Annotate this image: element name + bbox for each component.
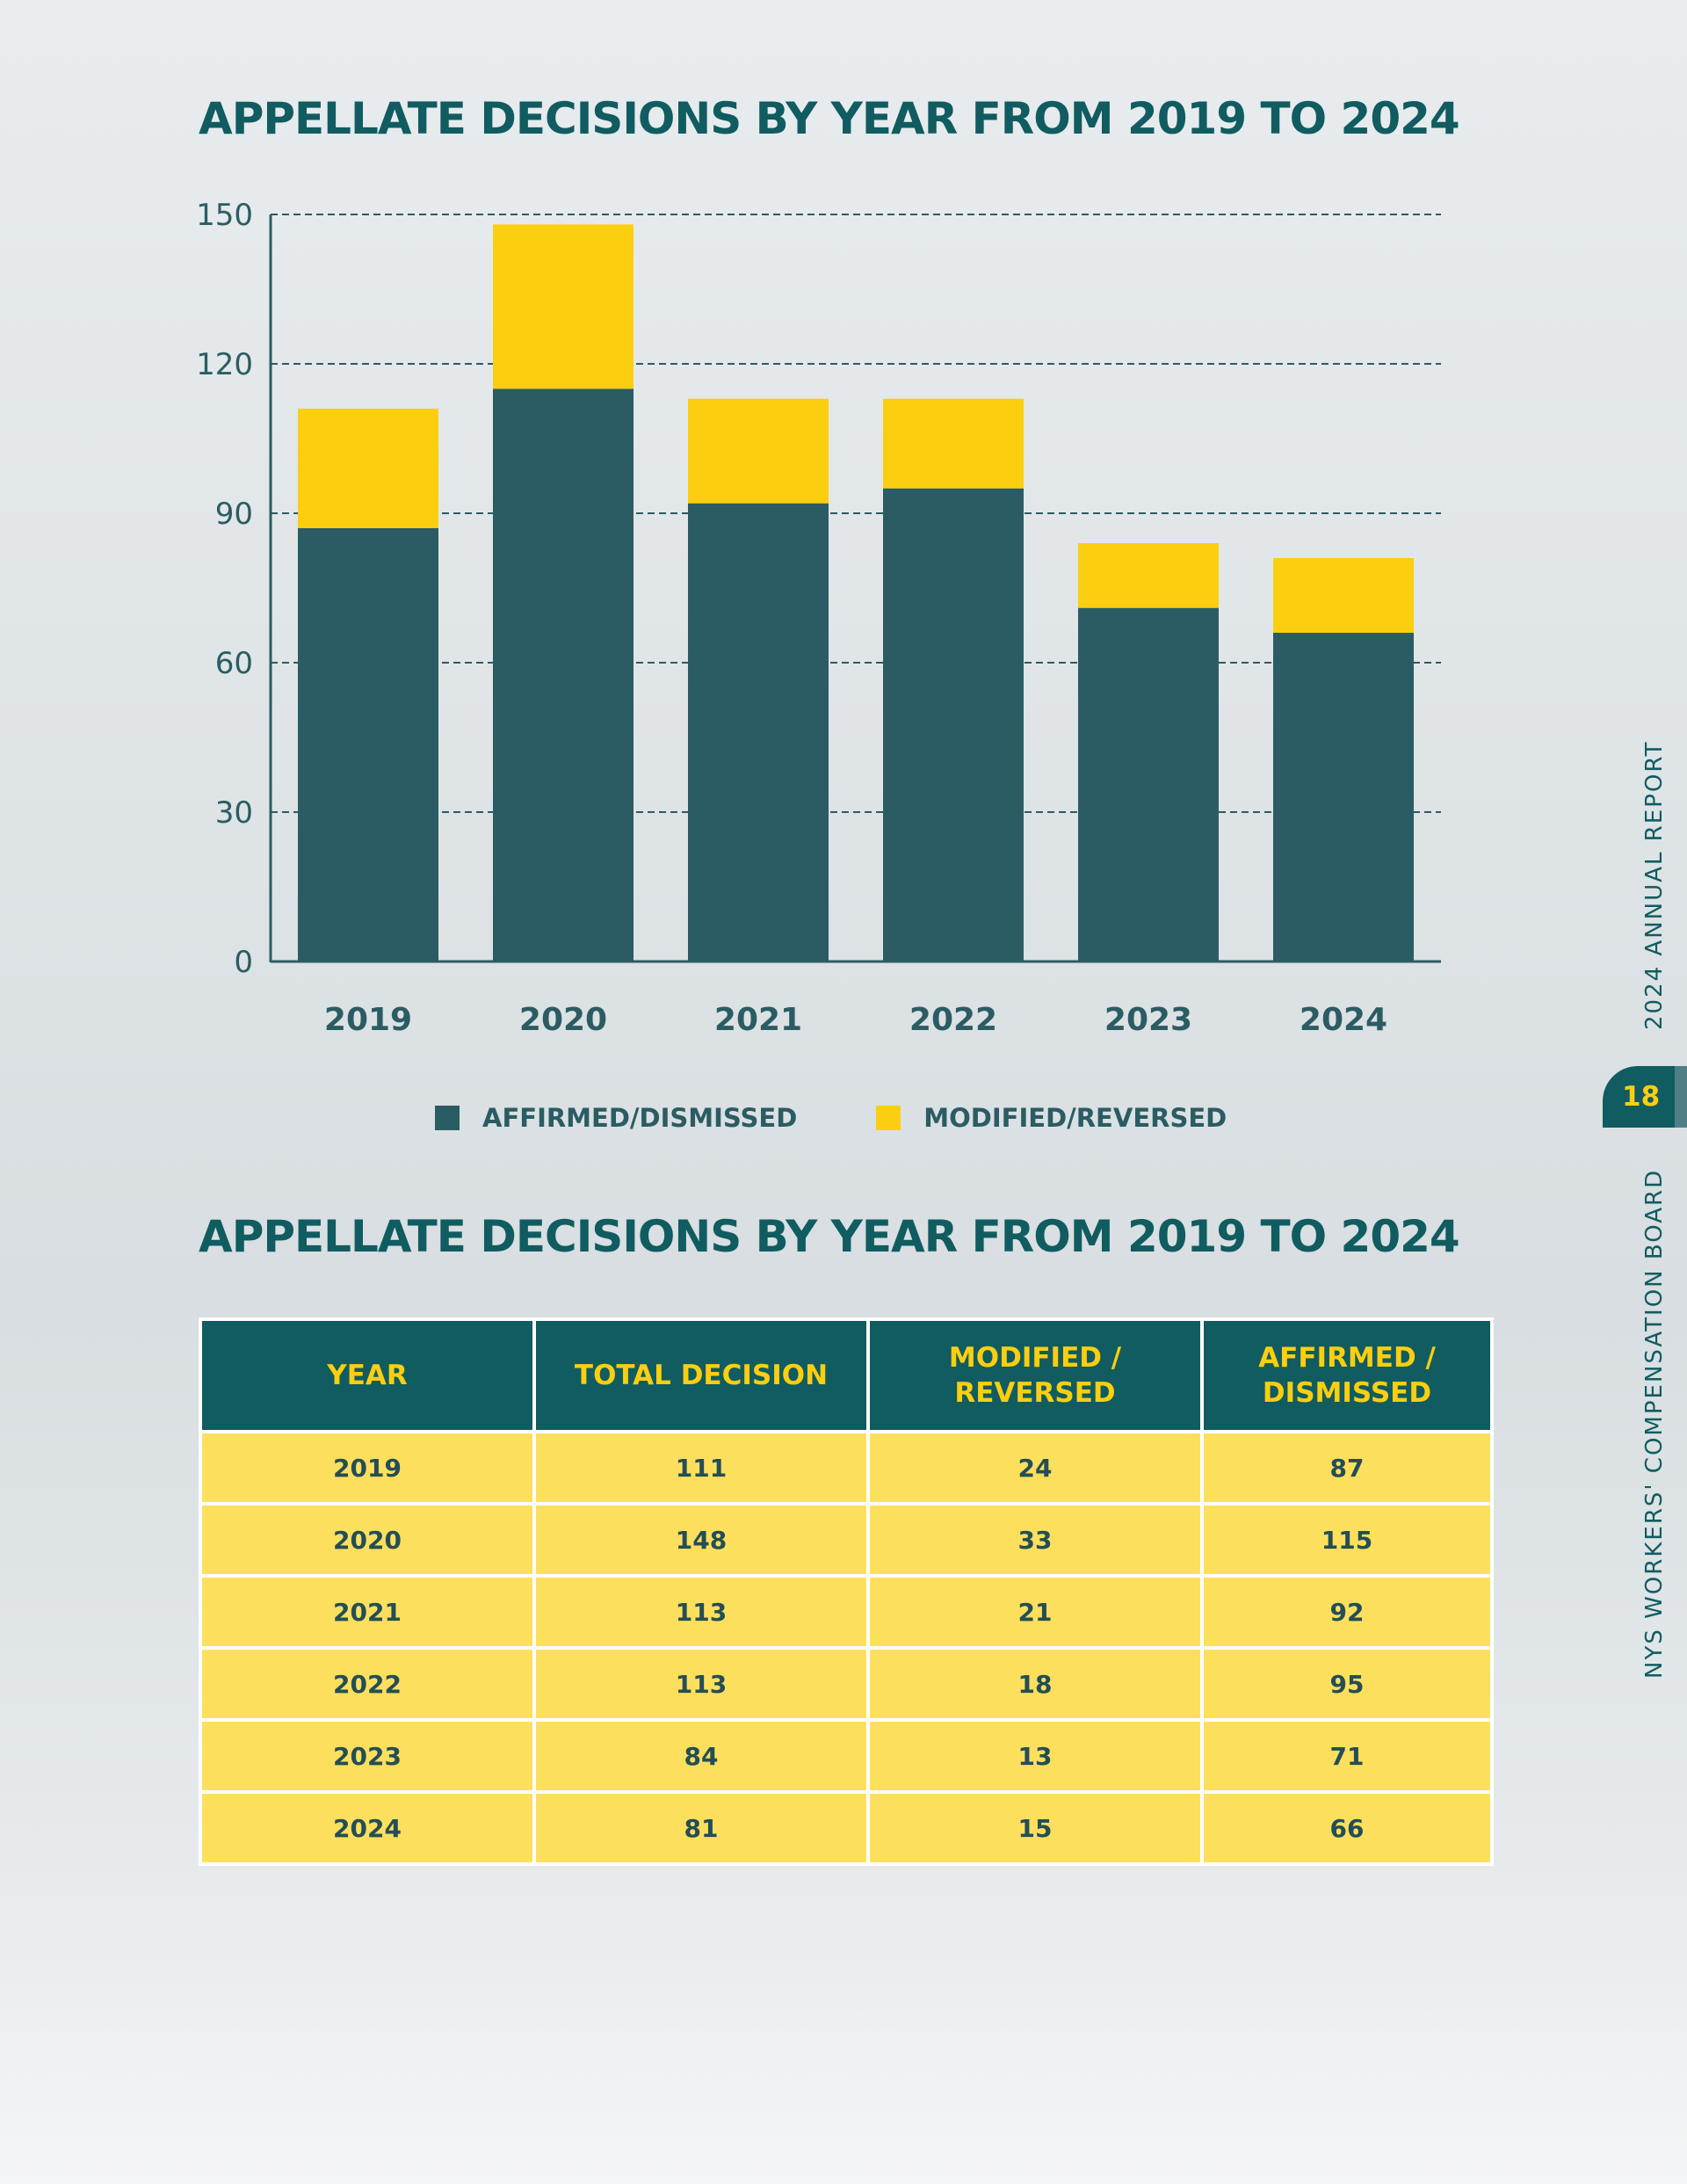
axes — [269, 214, 1441, 963]
organization-label: NYS WORKERS' COMPENSATION BOARD — [1641, 1168, 1668, 1679]
bar-2022-modified — [883, 398, 1024, 489]
bar-2020-modified — [493, 224, 634, 389]
cell-modified: 13 — [866, 1718, 1204, 1794]
cell-year: 2020 — [199, 1502, 536, 1578]
bar-2019-affirmed — [298, 528, 438, 961]
y-tick-label: 60 — [215, 646, 253, 681]
cell-modified: 15 — [866, 1790, 1204, 1866]
chart-title: APPELLATE DECISIONS BY YEAR FROM 2019 TO… — [199, 93, 1460, 144]
bars — [298, 224, 1414, 961]
cell-modified: 24 — [866, 1430, 1204, 1506]
cell-total: 113 — [532, 1574, 870, 1650]
bar-2021-affirmed — [688, 503, 829, 961]
legend-swatch-modified — [876, 1106, 901, 1130]
cell-year: 2021 — [199, 1574, 536, 1650]
y-tick-label: 90 — [215, 497, 253, 532]
legend-label-modified: MODIFIED/REVERSED — [923, 1103, 1227, 1133]
table-row: 2021 113 21 92 — [199, 1574, 1494, 1650]
cell-affirmed: 87 — [1200, 1430, 1494, 1506]
cell-total: 113 — [532, 1646, 870, 1722]
page-number-tab: 18 — [1603, 1066, 1687, 1128]
x-tick-label: 2022 — [909, 1002, 997, 1038]
header-total: TOTAL DECISION — [532, 1317, 870, 1433]
header-total-label: TOTAL DECISION — [574, 1360, 829, 1391]
table-header-row: YEAR TOTAL DECISION MODIFIED / REVERSED … — [199, 1317, 1494, 1433]
bar-2019-modified — [298, 409, 438, 528]
cell-affirmed: 66 — [1200, 1790, 1494, 1866]
legend-swatch-affirmed — [435, 1106, 460, 1130]
stacked-bar-chart: 0 30 60 90 120 150 2019 2020 2021 2022 2023 2024 — [196, 198, 1441, 1038]
legend-item-modified: MODIFIED/REVERSED — [876, 1103, 1227, 1133]
table-row: 2020 148 33 115 — [199, 1502, 1494, 1578]
bar-2020-affirmed — [493, 388, 634, 961]
cell-total: 148 — [532, 1502, 870, 1578]
header-modified-line1: MODIFIED / — [948, 1342, 1122, 1374]
bar-2023-affirmed — [1078, 607, 1219, 961]
x-tick-label: 2024 — [1300, 1002, 1387, 1038]
cell-modified: 21 — [866, 1574, 1204, 1650]
header-year-label: YEAR — [327, 1360, 408, 1391]
table-row: 2023 84 13 71 — [199, 1718, 1494, 1794]
bar-2024-modified — [1273, 558, 1414, 633]
bar-2021-modified — [688, 398, 829, 504]
cell-total: 81 — [532, 1790, 870, 1866]
cell-affirmed: 92 — [1200, 1574, 1494, 1650]
decisions-table: YEAR TOTAL DECISION MODIFIED / REVERSED … — [199, 1317, 1494, 1866]
legend-label-affirmed: AFFIRMED/DISMISSED — [482, 1103, 798, 1133]
x-tick-labels: 2019 2020 2021 2022 2023 2024 — [324, 1002, 1387, 1038]
cell-affirmed: 71 — [1200, 1718, 1494, 1794]
x-tick-label: 2023 — [1104, 1002, 1192, 1038]
table-row: 2024 81 15 66 — [199, 1790, 1494, 1866]
cell-year: 2019 — [199, 1430, 536, 1506]
header-year: YEAR — [199, 1317, 536, 1433]
grid-lines — [271, 214, 1441, 813]
table-title: APPELLATE DECISIONS BY YEAR FROM 2019 TO… — [199, 1211, 1460, 1262]
bar-2023-modified — [1078, 543, 1219, 608]
annual-report-label: 2024 ANNUAL REPORT — [1641, 740, 1668, 1030]
cell-year: 2024 — [199, 1790, 536, 1866]
x-tick-label: 2019 — [324, 1002, 412, 1038]
header-modified-line2: REVERSED — [954, 1377, 1116, 1409]
chart-legend: AFFIRMED/DISMISSED MODIFIED/REVERSED — [435, 1103, 1227, 1133]
legend-item-affirmed: AFFIRMED/DISMISSED — [435, 1103, 797, 1133]
y-tick-labels: 0 30 60 90 120 150 — [196, 198, 253, 980]
header-modified: MODIFIED / REVERSED — [866, 1317, 1204, 1433]
page-number: 18 — [1622, 1081, 1661, 1113]
y-tick-label: 30 — [215, 795, 253, 831]
cell-affirmed: 95 — [1200, 1646, 1494, 1722]
table-row: 2022 113 18 95 — [199, 1646, 1494, 1722]
y-tick-label: 0 — [234, 945, 253, 980]
y-tick-label: 120 — [196, 347, 253, 382]
header-affirmed-line1: AFFIRMED / — [1258, 1342, 1436, 1374]
cell-year: 2023 — [199, 1718, 536, 1794]
header-affirmed: AFFIRMED / DISMISSED — [1200, 1317, 1494, 1433]
cell-year: 2022 — [199, 1646, 536, 1722]
cell-total: 84 — [532, 1718, 870, 1794]
cell-modified: 18 — [866, 1646, 1204, 1722]
bar-2024-affirmed — [1273, 633, 1414, 961]
bar-2022-affirmed — [883, 488, 1024, 961]
header-affirmed-line2: DISMISSED — [1262, 1377, 1432, 1409]
cell-total: 111 — [532, 1430, 870, 1506]
x-tick-label: 2021 — [714, 1002, 802, 1038]
x-tick-label: 2020 — [519, 1002, 607, 1038]
table-row: 2019 111 24 87 — [199, 1430, 1494, 1506]
cell-modified: 33 — [866, 1502, 1204, 1578]
y-tick-label: 150 — [196, 198, 253, 233]
cell-affirmed: 115 — [1200, 1502, 1494, 1578]
